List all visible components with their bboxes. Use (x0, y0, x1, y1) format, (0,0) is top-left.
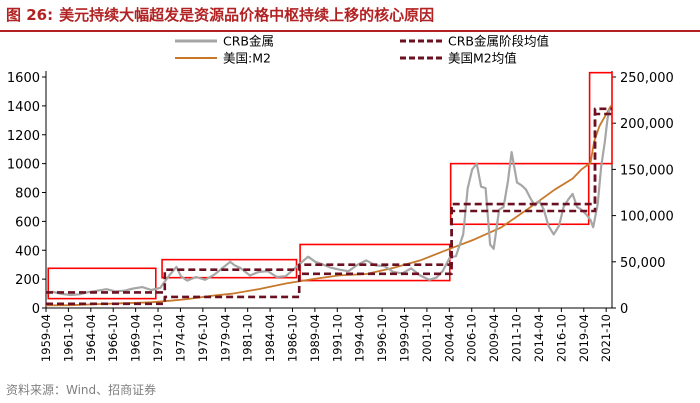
x-tick-label: 1996-10 (375, 314, 389, 362)
x-tick-label: 1994-04 (353, 314, 367, 362)
highlight-box (47, 267, 157, 300)
figure-number: 图 26: (6, 6, 54, 24)
x-tick-label: 1979-04 (218, 314, 232, 362)
y-left-tick-label: 1400 (7, 100, 40, 115)
chart-area: 0 200 400 600 800 1000 1200 1400 1600 0 50,000 100,… (0, 32, 700, 378)
x-tick-label: 1999-04 (398, 314, 412, 362)
y-left-tick-label: 200 (15, 273, 40, 288)
x-tick-label: 1981-10 (241, 314, 255, 362)
legend-label: 美国M2均值 (448, 51, 517, 66)
y-right-tick-label: 150,000 (620, 163, 674, 178)
source-note: 资料来源：Wind、招商证券 (6, 383, 157, 397)
highlight-box (449, 162, 590, 226)
x-tick-label: 1971-10 (151, 314, 165, 362)
legend-label: CRB金属阶段均值 (448, 34, 549, 49)
x-tick-label: 2011-10 (510, 314, 524, 362)
y-left-tick-label: 0 (32, 302, 40, 317)
x-tick-label: 2014-04 (532, 314, 546, 362)
x-tick-label: 1961-10 (61, 314, 75, 362)
x-tick-label: 2006-10 (465, 314, 479, 362)
x-tick-label: 1966-10 (106, 314, 120, 362)
y-right-tick-label: 50,000 (620, 256, 666, 271)
x-tick-label: 1986-10 (285, 314, 299, 362)
legend-label: 美国:M2 (223, 51, 271, 66)
highlight-box (161, 258, 298, 279)
x-tick-label: 1991-10 (330, 314, 344, 362)
x-tick-label: 2009-04 (487, 314, 501, 362)
figure-title: 图 26: 美元持续大幅超发是资源品价格中枢持续上移的核心原因 (6, 4, 434, 25)
x-tick-label: 1989-04 (308, 314, 322, 362)
y-left-tick-label: 1000 (7, 158, 40, 173)
x-tick-label: 2019-04 (577, 314, 591, 362)
x-tick-label: 2016-10 (554, 314, 568, 362)
y-left-tick-label: 1600 (7, 71, 40, 86)
x-tick-label: 2001-10 (420, 314, 434, 362)
series-crb-metals (45, 107, 612, 297)
y-left-tick-label: 1200 (7, 129, 40, 144)
figure-title-text: 美元持续大幅超发是资源品价格中枢持续上移的核心原因 (59, 6, 435, 24)
series-crb-stage-average (46, 107, 612, 294)
x-tick-label: 1959-04 (39, 314, 53, 362)
chart-svg: 0 200 400 600 800 1000 1200 1400 1600 0 50,000 100,… (7, 34, 674, 363)
x-tick-label: 1976-10 (196, 314, 210, 362)
y-right-tick-label: 100,000 (620, 210, 674, 225)
x-tick-label: 1984-04 (263, 314, 277, 362)
legend-label: CRB金属 (223, 34, 274, 49)
highlight-box (299, 243, 451, 282)
y-right-tick-label: 250,000 (620, 71, 674, 86)
x-tick-label: 1974-04 (173, 314, 187, 362)
x-tick-label: 2004-04 (442, 314, 456, 362)
y-left-tick-label: 600 (15, 215, 40, 230)
y-right-tick-label: 0 (620, 302, 628, 317)
x-tick-label: 2021-10 (599, 314, 613, 362)
series-us-m2-average (46, 112, 612, 306)
y-right-tick-label: 200,000 (620, 117, 674, 132)
figure-title-bar: 图 26: 美元持续大幅超发是资源品价格中枢持续上移的核心原因 (0, 0, 700, 32)
series-us-m2 (45, 105, 612, 307)
x-tick-label: 1964-04 (84, 314, 98, 362)
y-left-tick-label: 400 (15, 244, 40, 259)
y-left-tick-label: 800 (15, 187, 40, 202)
x-tick-label: 1969-04 (129, 314, 143, 362)
